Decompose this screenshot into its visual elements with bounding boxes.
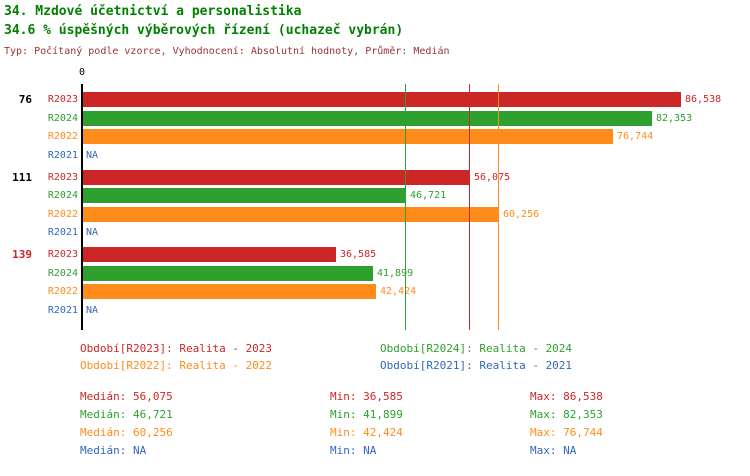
bar <box>83 169 470 185</box>
bar <box>83 265 373 281</box>
series-label: R2023 <box>47 249 78 260</box>
reference-line <box>498 84 499 330</box>
stat-min: Min: NA <box>330 444 377 457</box>
bar-value-label: 42,424 <box>380 286 417 297</box>
legend-item-r2024: Období[R2024]: Realita - 2024 <box>380 342 573 355</box>
bar <box>83 110 652 126</box>
bar-value-label: 41,899 <box>377 267 414 279</box>
stat-min: Min: 36,585 <box>330 390 403 403</box>
stat-min: Min: 42,424 <box>330 426 403 439</box>
bar-value-label: 86,538 <box>685 94 722 105</box>
stats-row-r2022: Medián: 60,256 Min: 42,424 Max: 76,744 <box>0 426 750 440</box>
series-label: R2023 <box>47 171 78 183</box>
bar-value-label: 56,075 <box>474 171 511 183</box>
series-label: R2022 <box>47 286 78 297</box>
bar-value-label: 82,353 <box>656 112 693 124</box>
bar <box>83 129 613 144</box>
series-label: R2022 <box>47 208 78 220</box>
stats-row-r2021: Medián: NA Min: NA Max: NA <box>0 444 750 458</box>
stat-median: Medián: 56,075 <box>80 390 173 403</box>
bar <box>83 92 681 107</box>
bar-value-label: 46,721 <box>410 190 447 201</box>
group-label: 111 <box>12 170 32 184</box>
series-label: R2024 <box>47 190 78 201</box>
stat-max: Max: 86,538 <box>530 390 603 403</box>
bar <box>83 284 376 299</box>
stat-min: Min: 41,899 <box>330 408 403 421</box>
stat-median: Medián: 60,256 <box>80 426 173 439</box>
bar-chart-plot-area: 76 R2023 86,538 R2024 82,353 R2022 76,744 R2021… <box>0 84 750 334</box>
legend-item-r2021: Období[R2021]: Realita - 2021 <box>380 359 573 372</box>
stat-median: Medián: 46,721 <box>80 408 173 421</box>
series-label: R2023 <box>47 94 78 105</box>
series-label: R2022 <box>47 131 78 142</box>
bar-value-label: NA <box>86 304 99 316</box>
stat-max: Max: NA <box>530 444 577 457</box>
stat-max: Max: 76,744 <box>530 426 603 439</box>
x-axis-zero-label: 0 <box>78 67 86 78</box>
series-label: R2021 <box>47 304 78 316</box>
legend-item-r2023: Období[R2023]: Realita - 2023 <box>80 342 273 355</box>
bar-value-label: 76,744 <box>617 131 654 142</box>
chart-meta-line: Typ: Počítaný podle vzorce, Vyhodnocení:… <box>4 46 450 57</box>
bar-value-label: 36,585 <box>340 249 377 260</box>
series-label: R2021 <box>47 227 78 238</box>
group-label: 76 <box>18 93 32 106</box>
bar <box>83 188 406 203</box>
bar-value-label: 60,256 <box>503 208 540 220</box>
stats-row-r2024: Medián: 46,721 Min: 41,899 Max: 82,353 <box>0 408 750 422</box>
stats-row-r2023: Medián: 56,075 Min: 36,585 Max: 86,538 <box>0 390 750 404</box>
legend-item-r2022: Období[R2022]: Realita - 2022 <box>80 359 273 372</box>
series-label: R2024 <box>47 112 78 124</box>
reference-line <box>469 84 470 330</box>
bar <box>83 206 499 222</box>
stat-max: Max: 82,353 <box>530 408 603 421</box>
chart-subtitle: 34.6 % úspěšných výběrových řízení (ucha… <box>4 23 404 38</box>
series-label: R2021 <box>47 149 78 161</box>
bar-value-label: NA <box>86 227 99 238</box>
chart-title: 34. Mzdové účetnictví a personalistika <box>4 4 302 19</box>
bar-value-label: NA <box>86 149 99 161</box>
stat-median: Medián: NA <box>80 444 147 457</box>
y-axis-line <box>81 84 83 330</box>
series-label: R2024 <box>47 267 78 279</box>
reference-line <box>405 84 406 330</box>
bar <box>83 247 336 262</box>
group-label: 139 <box>12 248 32 261</box>
